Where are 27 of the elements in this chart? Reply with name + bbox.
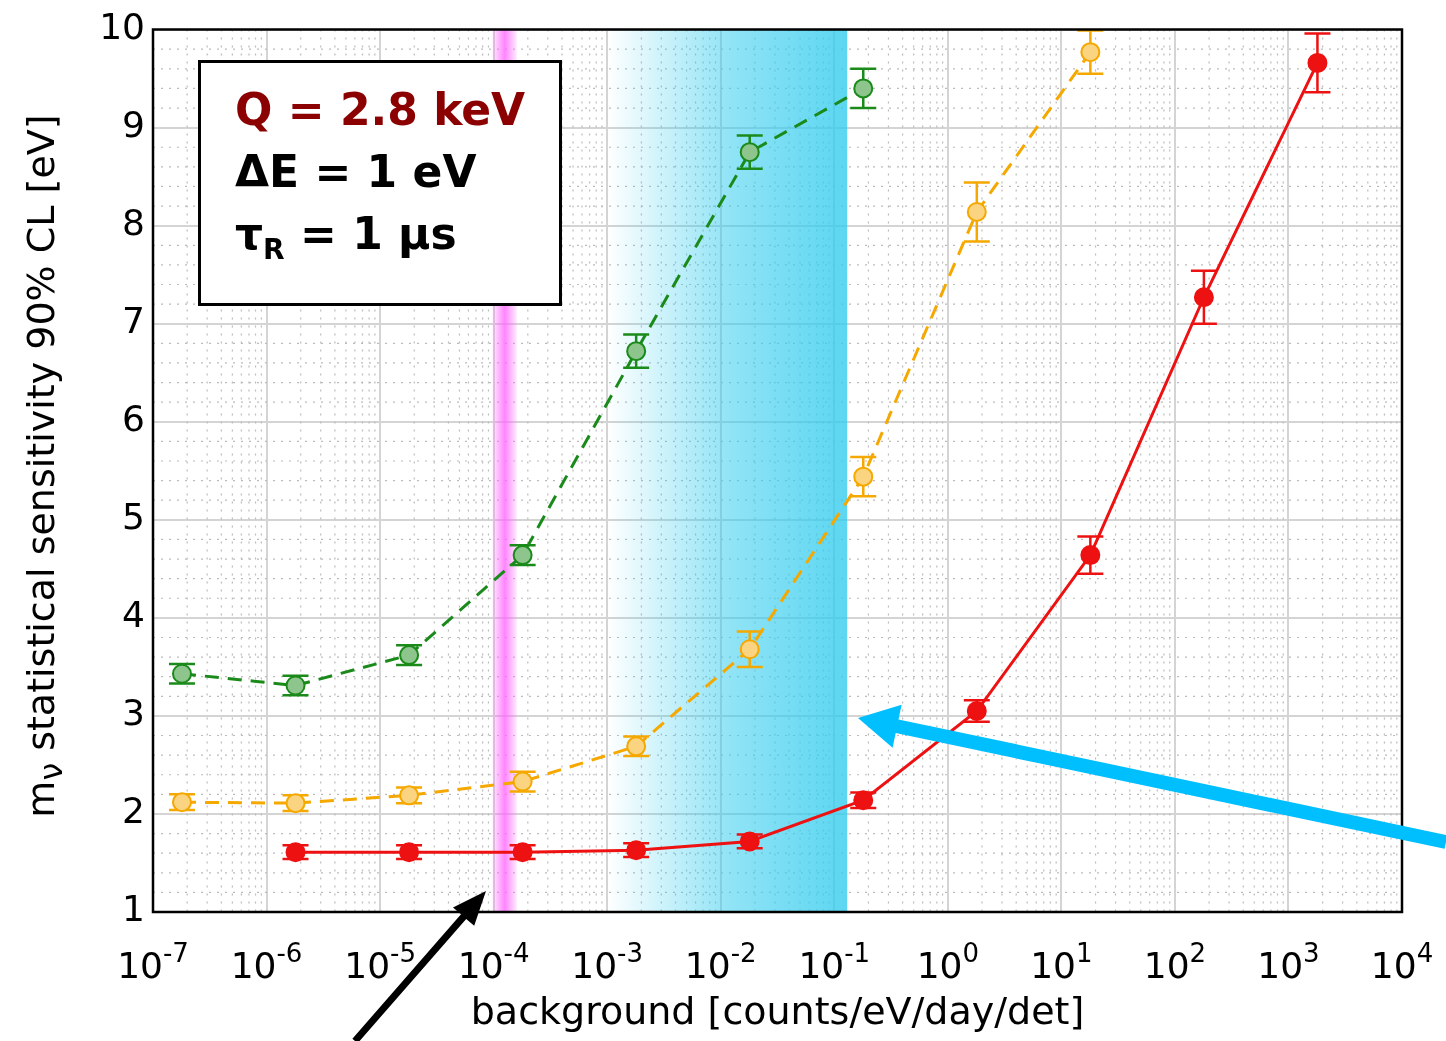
point	[626, 341, 647, 362]
point	[853, 78, 874, 99]
point	[1080, 42, 1101, 63]
point	[399, 785, 420, 806]
point	[171, 792, 192, 813]
y-tick-label: 10	[99, 5, 145, 47]
y-tick-label: 9	[122, 104, 145, 145]
annotation: ΔE = 1 eV	[235, 145, 478, 199]
y-tick-label: 8	[122, 202, 145, 244]
annotation: τ$_{R}$ = 1 µs	[235, 207, 458, 268]
x-axis-title: background [counts/eV/day/det]	[470, 989, 1085, 1034]
y-tick-label: 2	[122, 790, 145, 832]
point	[285, 793, 306, 814]
point	[739, 639, 760, 660]
y-tick-label: 4	[122, 594, 145, 636]
point	[853, 466, 874, 487]
y-tick-label: 3	[122, 692, 145, 734]
point	[626, 736, 647, 757]
y-tick-label: 5	[122, 496, 145, 538]
point	[399, 645, 420, 666]
annotation: Q = 2.8 keV	[235, 83, 526, 137]
point	[966, 201, 987, 222]
y-tick-label: 6	[122, 398, 145, 440]
point	[739, 142, 760, 163]
point	[171, 663, 192, 684]
y-tick-label: 7	[122, 300, 145, 342]
y-tick-label: 1	[122, 888, 145, 930]
